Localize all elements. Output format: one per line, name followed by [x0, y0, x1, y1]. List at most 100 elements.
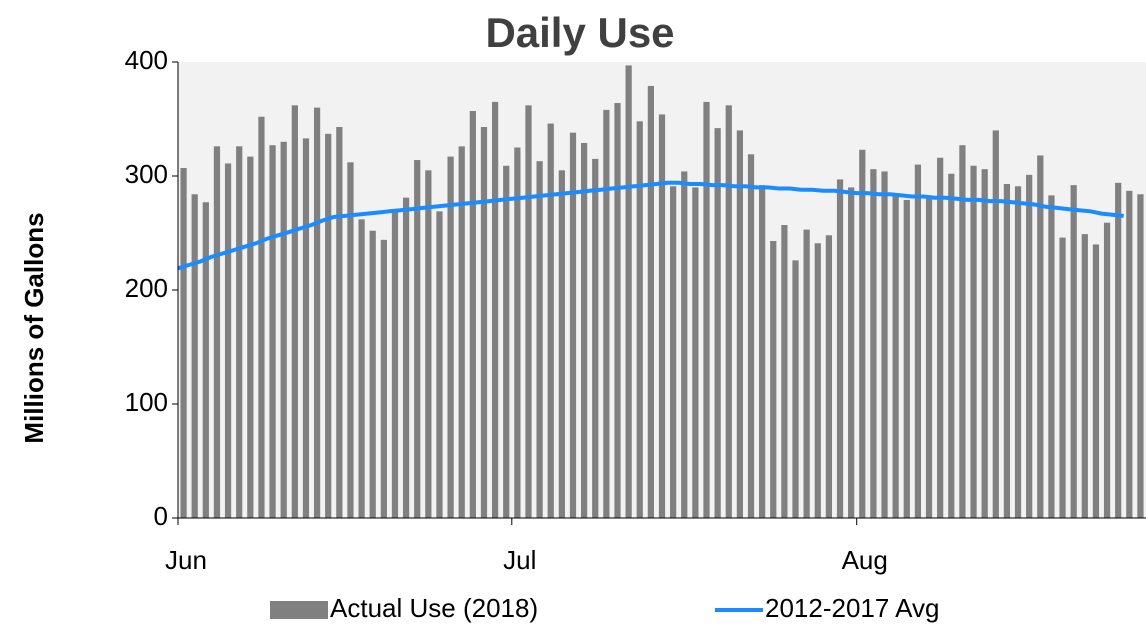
bar: [425, 170, 432, 519]
bar: [781, 225, 788, 518]
bar: [258, 116, 265, 518]
bar: [313, 107, 321, 518]
y-axis-label: Millions of Gallons: [19, 212, 49, 443]
bar: [547, 123, 554, 518]
bar: [859, 149, 866, 518]
y-tick-label: 100: [125, 387, 168, 417]
bar: [469, 111, 476, 519]
bar: [603, 109, 610, 518]
bar: [981, 169, 988, 518]
bar: [180, 168, 187, 518]
bar: [937, 157, 944, 518]
legend-label: Actual Use (2018): [330, 593, 538, 623]
bar: [970, 165, 977, 519]
bar: [436, 211, 443, 518]
bar: [1126, 190, 1133, 518]
bar: [592, 158, 599, 518]
line: [177, 180, 1124, 271]
legend-swatch: [270, 601, 328, 619]
bar: [536, 161, 543, 518]
bar: [558, 170, 565, 519]
bar: [1103, 222, 1111, 519]
bar: [580, 142, 588, 518]
bar: [347, 162, 354, 518]
bar: [703, 101, 710, 519]
bar: [391, 210, 399, 518]
bar: [325, 133, 332, 518]
bar: [770, 240, 777, 519]
bar: [514, 147, 521, 518]
y-tick-label: 200: [125, 273, 168, 303]
bar: [614, 103, 621, 518]
bar: [881, 171, 888, 518]
chart-title: Daily Use: [485, 9, 674, 56]
bar: [213, 146, 221, 519]
bar: [670, 186, 677, 518]
legend-label: 2012-2017 Avg: [765, 593, 939, 623]
bar: [725, 105, 732, 518]
x-tick-label: Jul: [503, 545, 536, 575]
bar: [792, 260, 799, 518]
bar: [803, 229, 810, 518]
bar: [1026, 174, 1033, 519]
bar: [948, 173, 955, 518]
bar: [1081, 234, 1088, 518]
bar: [747, 154, 755, 518]
bar: [247, 156, 254, 518]
bar: [369, 230, 376, 518]
bar: [825, 235, 833, 518]
bar: [658, 114, 666, 518]
bar: [447, 156, 454, 518]
bar: [1037, 155, 1044, 519]
bar: [925, 195, 933, 518]
bar: [681, 171, 688, 518]
bar: [525, 105, 532, 518]
bar: [814, 243, 821, 518]
bar: [914, 164, 922, 518]
bar: [959, 145, 966, 518]
bar: [848, 187, 855, 518]
bar: [1115, 182, 1122, 518]
bar: [759, 185, 766, 518]
bar: [280, 141, 287, 519]
bar: [692, 187, 699, 518]
bar: [291, 105, 298, 518]
bar: [1070, 185, 1077, 518]
bar: [414, 160, 421, 519]
bar: [336, 126, 343, 518]
x-tick-label: Jun: [165, 545, 207, 575]
bar: [636, 121, 643, 518]
bar: [269, 145, 276, 518]
bar: [402, 197, 410, 518]
bar: [836, 179, 844, 519]
bar: [380, 239, 387, 518]
bar: [358, 219, 365, 518]
bar: [480, 126, 488, 518]
bar: [1059, 237, 1066, 518]
y-tick-label: 400: [125, 45, 168, 75]
bar: [302, 138, 310, 518]
bar: [236, 146, 243, 519]
bar: [202, 202, 209, 518]
bar: [625, 65, 632, 519]
bar: [736, 130, 744, 518]
bar: [1092, 244, 1100, 518]
bar: [491, 101, 499, 519]
bar: [903, 199, 910, 518]
x-tick-label: Aug: [842, 545, 888, 575]
bar: [503, 165, 510, 519]
bar: [870, 169, 877, 518]
y-tick-label: 300: [125, 159, 168, 189]
bar: [1137, 194, 1144, 519]
bar: [992, 130, 999, 518]
bar: [1014, 186, 1022, 518]
y-tick-label: 0: [154, 501, 168, 531]
bar: [1048, 195, 1055, 518]
bar: [892, 196, 899, 518]
bar: [1003, 183, 1011, 519]
bar: [458, 146, 465, 519]
bar: [569, 132, 577, 518]
bar: [224, 163, 232, 518]
bar: [191, 194, 198, 519]
